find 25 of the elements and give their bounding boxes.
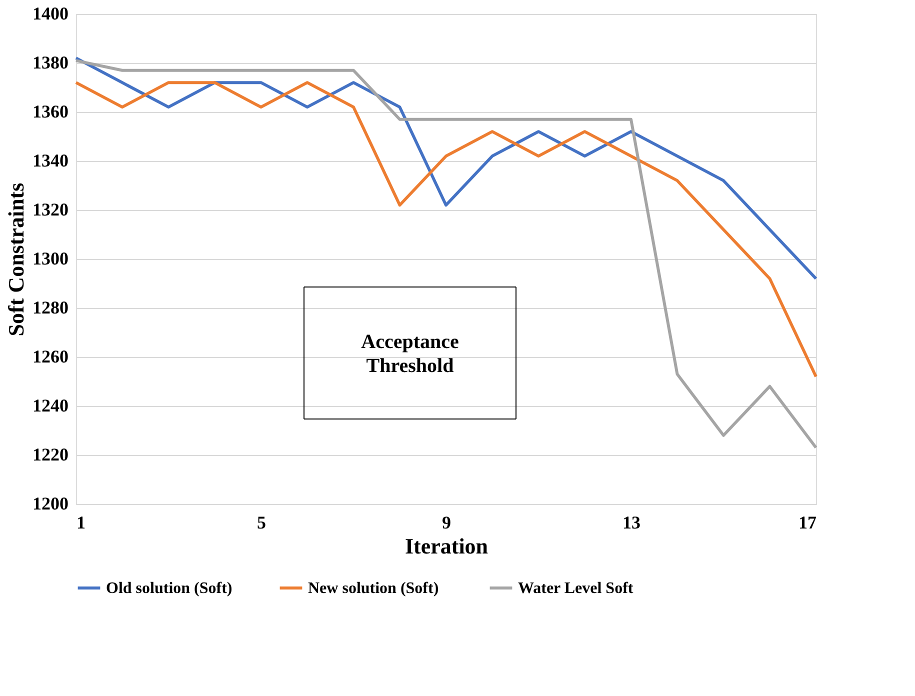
line-series bbox=[74, 56, 818, 280]
x-tick-label: 17 bbox=[798, 512, 816, 532]
x-tick-label: 9 bbox=[442, 512, 451, 532]
legend-label: Old solution (Soft) bbox=[106, 580, 232, 597]
line-series bbox=[74, 59, 818, 450]
line-series bbox=[74, 81, 818, 378]
y-tick-label: 1240 bbox=[32, 396, 68, 416]
y-tick-label: 1340 bbox=[32, 150, 68, 170]
y-tick-label: 1380 bbox=[32, 52, 68, 72]
x-tick-label: 5 bbox=[257, 512, 266, 532]
x-tick-label: 1 bbox=[76, 512, 86, 532]
y-tick-label: 1220 bbox=[32, 444, 68, 464]
y-axis-title: Soft Constraints bbox=[4, 182, 28, 336]
legend-label: Water Level Soft bbox=[518, 580, 634, 597]
y-tick-label: 1300 bbox=[32, 248, 68, 268]
annotation: Acceptance Threshold bbox=[361, 331, 459, 377]
y-tick-label: 1280 bbox=[32, 298, 68, 318]
y-tick-label: 1320 bbox=[32, 200, 68, 220]
legend-label: New solution (Soft) bbox=[308, 580, 439, 597]
x-axis-title: Iteration bbox=[404, 534, 488, 558]
x-tick-label: 13 bbox=[622, 512, 640, 532]
y-tick-label: 1400 bbox=[32, 4, 68, 24]
y-tick-label: 1360 bbox=[32, 102, 68, 122]
y-tick-label: 1200 bbox=[32, 494, 68, 514]
y-tick-label: 1260 bbox=[32, 346, 68, 366]
